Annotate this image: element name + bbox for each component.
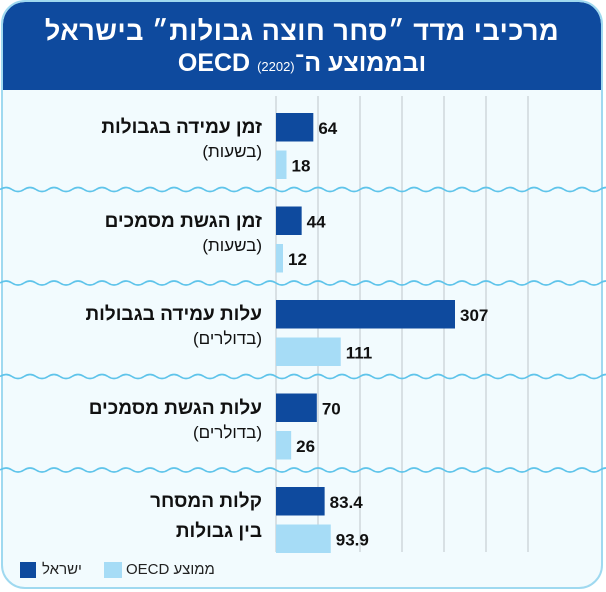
category-unit: (בדולרים) <box>192 422 262 442</box>
bar-israel <box>276 393 317 422</box>
category-name: עלות עמידה בגבולות <box>85 304 262 325</box>
wavy-separator <box>0 467 606 473</box>
data-label: 12 <box>288 250 307 269</box>
bar-israel <box>276 113 314 142</box>
legend: ישראל ממוצע OECD <box>20 561 215 578</box>
legend-swatch-israel <box>20 561 36 578</box>
data-label: 18 <box>291 157 310 176</box>
chart-subtitle: ובממוצע ה־OECD (2202) <box>3 49 601 78</box>
data-label: 93.9 <box>336 531 369 550</box>
category-name: קלות המסחר <box>150 491 262 512</box>
bar-israel <box>276 300 455 329</box>
category-name: זמן הגשת מסמכים <box>104 210 262 232</box>
chart-title: מרכיבי מדד ״סחר חוצה גבולות״ בישראל <box>44 16 560 46</box>
bar-oecd <box>276 337 341 366</box>
category-unit: (בשעות) <box>202 235 262 255</box>
category-unit: (בשעות) <box>202 142 262 161</box>
wavy-separator <box>0 373 606 380</box>
category-name: עלות הגשת מסמכים <box>88 397 262 419</box>
data-label: 83.4 <box>330 493 364 512</box>
data-label: 26 <box>296 437 315 456</box>
bar-israel <box>276 487 325 516</box>
bar-oecd <box>276 244 283 273</box>
subtitle-text: ובממוצע ה־OECD <box>177 49 427 77</box>
chart-header: מרכיבי מדד ״סחר חוצה גבולות״ בישראל ובממ… <box>3 2 601 90</box>
bar-oecd <box>276 524 331 553</box>
legend-label-oecd: ממוצע OECD <box>125 561 215 578</box>
category-label: עלות הגשת מסמכים (בדולרים) <box>89 397 262 445</box>
data-label: 307 <box>460 306 488 325</box>
category-unit: בין גבולות <box>175 521 262 542</box>
category-label: עלות עמידה בגבולות (בדולרים) <box>85 303 262 351</box>
wavy-separator <box>0 280 606 286</box>
bar-oecd <box>276 431 292 460</box>
category-label: קלות המסחר בין גבולות <box>150 490 262 544</box>
legend-swatch-oecd <box>103 561 122 578</box>
bar-oecd <box>276 150 287 179</box>
bar-israel <box>276 206 302 235</box>
data-label: 70 <box>322 400 341 419</box>
data-label: 111 <box>346 344 373 363</box>
category-unit: (בדולרים) <box>192 329 262 348</box>
category-label: זמן הגשת מסמכים (בשעות) <box>105 210 262 258</box>
category-name: זמן עמידה בגבולות <box>101 117 262 138</box>
wavy-separator <box>0 186 606 193</box>
legend-label-israel: ישראל <box>42 561 82 578</box>
data-label: 44 <box>307 213 326 232</box>
category-label: זמן עמידה בגבולות (בשעות) <box>101 116 262 164</box>
year-label: (2202) <box>257 59 295 74</box>
data-label: 64 <box>318 119 337 138</box>
